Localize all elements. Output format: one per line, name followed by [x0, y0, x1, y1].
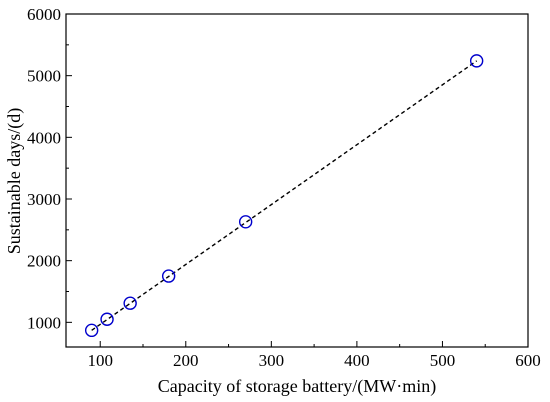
y-tick-label: 4000 — [27, 128, 61, 147]
data-point — [238, 215, 253, 229]
x-tick-label: 400 — [344, 351, 370, 370]
plot-frame — [65, 13, 529, 348]
fit-line — [91, 60, 478, 331]
x-tick-label: 600 — [515, 351, 541, 370]
x-tick-label: 500 — [430, 351, 456, 370]
y-tick-label: 5000 — [27, 67, 61, 86]
data-point — [123, 296, 137, 310]
y-tick-label: 3000 — [27, 190, 61, 209]
y-tick-label: 6000 — [27, 5, 61, 24]
data-point — [469, 54, 484, 68]
x-tick-label: 300 — [259, 351, 285, 370]
y-axis-title: Sustainable days/(d) — [4, 108, 25, 254]
data-point — [84, 323, 99, 338]
x-tick-label: 100 — [87, 351, 113, 370]
data-point — [100, 312, 114, 326]
x-axis-ticks: 100 200 300 400 500 600 — [87, 341, 541, 370]
y-axis-ticks: 1000 2000 3000 4000 5000 6000 — [27, 5, 72, 332]
x-tick-label: 200 — [173, 351, 199, 370]
y-tick-label: 2000 — [27, 252, 61, 271]
data-point — [161, 269, 176, 283]
x-axis-title: Capacity of storage battery/(MW·min) — [158, 376, 436, 397]
y-tick-label: 1000 — [27, 313, 61, 332]
data-points — [84, 54, 484, 338]
